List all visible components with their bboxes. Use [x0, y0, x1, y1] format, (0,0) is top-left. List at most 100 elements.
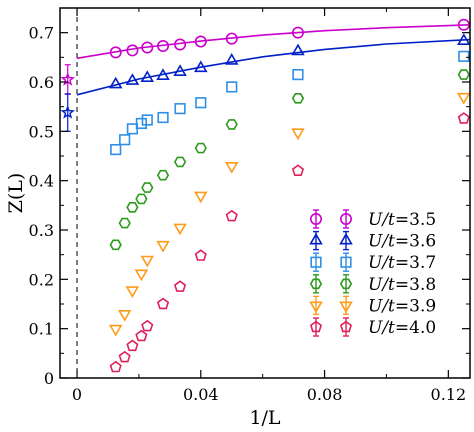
data-point-0-2	[141, 41, 154, 54]
x-axis-label: 1/L	[249, 407, 280, 429]
legend-label-value: =3.9	[395, 296, 436, 316]
extrapolated-point-1	[60, 105, 75, 119]
data-point-0-3	[157, 39, 170, 52]
legend-marker-0-1	[339, 213, 352, 226]
data-point-3-8	[225, 119, 238, 130]
data-point-0-8	[457, 18, 470, 31]
data-point-5-10	[457, 112, 470, 124]
data-point-2-5	[157, 111, 169, 124]
axes-frame	[59, 7, 471, 379]
data-point-4-0	[108, 324, 123, 337]
legend-marker-3-1	[339, 278, 353, 290]
x-tick-label: 0.08	[307, 385, 343, 404]
data-point-4-8	[225, 162, 239, 174]
data-markers	[60, 18, 471, 373]
legend-label-variable: U/t	[368, 296, 395, 316]
data-point-5-5	[156, 297, 170, 310]
data-point-5-2	[126, 339, 139, 352]
legend-label-variable: U/t	[368, 318, 395, 338]
data-point-2-3	[135, 117, 147, 130]
legend-label-variable: U/t	[368, 253, 395, 273]
legend-label-4: U/t=3.9	[368, 296, 436, 316]
y-tick-label: 0.5	[29, 122, 54, 141]
legend-marker-1-0	[309, 232, 323, 245]
data-point-3-10	[457, 69, 470, 80]
legend-label-value: =3.5	[395, 210, 436, 230]
data-point-4-10	[457, 92, 471, 105]
data-point-1-1	[125, 73, 140, 85]
legend-label-value: =3.6	[395, 232, 436, 252]
axis-ticks: 0 0.04 0.08 0.12 0 0.1 0.2 0.3 0.4 0.5 0.6 0.7	[29, 7, 470, 404]
data-point-2-10	[458, 50, 470, 62]
y-tick-label: 0.6	[29, 73, 54, 92]
data-point-0-5	[194, 35, 207, 48]
data-point-5-8	[225, 209, 238, 222]
y-tick-label: 0.4	[29, 172, 54, 191]
y-tick-label: 0.3	[29, 221, 54, 240]
data-point-4-6	[173, 223, 187, 236]
legend-label-0: U/t=3.5	[368, 210, 436, 230]
plot-area: U/t=3.5U/t=3.6U/t=3.7U/t=3.8U/t=3.9U/t=4…	[59, 7, 471, 379]
data-point-4-1	[117, 309, 132, 322]
data-point-3-1	[118, 217, 131, 229]
fit-line-0	[76, 24, 471, 60]
data-point-5-0	[109, 360, 122, 373]
data-point-3-9	[291, 93, 305, 104]
data-point-0-1	[126, 44, 139, 57]
data-point-4-5	[156, 240, 170, 253]
data-point-3-6	[173, 156, 187, 168]
legend-marker-2-1	[340, 256, 352, 268]
data-point-2-9	[292, 69, 304, 81]
data-point-1-5	[194, 60, 208, 73]
legend-marker-3-0	[309, 278, 323, 290]
y-tick-label: 0.7	[29, 24, 54, 43]
legend-marker-4-0	[309, 301, 323, 314]
data-point-5-4	[141, 319, 154, 332]
data-point-4-3	[134, 269, 149, 282]
data-point-4-4	[140, 255, 154, 268]
data-point-1-0	[108, 76, 123, 89]
data-point-2-6	[174, 103, 186, 115]
x-tick-label: 0.12	[431, 385, 467, 404]
fit-line-1	[76, 38, 471, 96]
legend-marker-5-1	[339, 320, 353, 333]
x-tick-label: 0.04	[183, 385, 219, 404]
legend: U/t=3.5U/t=3.6U/t=3.7U/t=3.8U/t=3.9U/t=4…	[309, 209, 436, 338]
data-point-3-3	[135, 193, 148, 205]
data-point-3-2	[126, 202, 139, 213]
data-point-0-0	[109, 46, 122, 59]
legend-marker-4-1	[339, 301, 353, 314]
y-tick-label: 0	[44, 369, 54, 388]
data-point-2-2	[126, 123, 139, 135]
data-point-4-9	[291, 128, 305, 141]
y-tick-label: 0.2	[29, 270, 54, 289]
legend-marker-5-0	[309, 320, 323, 333]
data-point-2-4	[141, 114, 153, 126]
legend-label-5: U/t=4.0	[368, 318, 436, 338]
legend-marker-1-1	[339, 232, 353, 245]
data-point-2-8	[226, 81, 238, 93]
legend-label-value: =3.8	[395, 275, 436, 295]
y-tick-label: 0.1	[29, 320, 54, 339]
data-point-1-8	[457, 33, 471, 46]
data-point-5-9	[291, 164, 305, 176]
data-point-0-7	[291, 26, 304, 39]
data-point-5-3	[135, 329, 148, 342]
legend-label-2: U/t=3.7	[368, 253, 436, 273]
data-point-0-6	[225, 32, 238, 45]
legend-label-variable: U/t	[368, 232, 395, 252]
data-point-1-6	[225, 52, 239, 65]
data-point-4-2	[125, 286, 140, 298]
data-point-1-2	[140, 70, 154, 82]
legend-marker-0-0	[309, 213, 322, 226]
legend-label-value: =3.7	[395, 253, 436, 273]
fit-curves	[76, 24, 471, 96]
data-point-3-5	[156, 169, 170, 181]
data-point-5-6	[173, 280, 187, 292]
y-axis-label: Z(L)	[5, 173, 27, 214]
data-point-2-1	[119, 134, 131, 146]
data-point-3-4	[141, 182, 154, 193]
data-point-2-7	[195, 97, 207, 109]
legend-label-variable: U/t	[368, 210, 395, 230]
